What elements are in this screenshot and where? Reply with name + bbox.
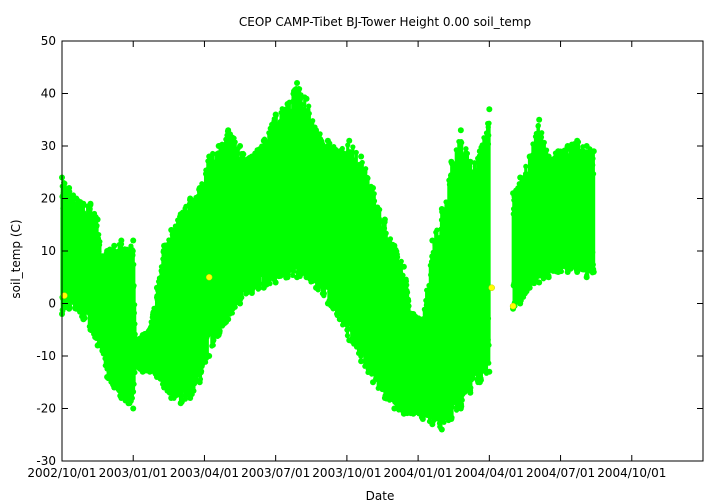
- data-point: [129, 395, 135, 401]
- chart-title: CEOP CAMP-Tibet BJ-Tower Height 0.00 soi…: [239, 15, 531, 29]
- data-point: [210, 342, 216, 348]
- data-point: [241, 151, 247, 157]
- data-point: [463, 146, 469, 152]
- data-point: [406, 303, 412, 309]
- data-point: [371, 198, 378, 204]
- data-point: [182, 396, 188, 402]
- data-point: [130, 248, 136, 254]
- data-point: [441, 419, 447, 425]
- data-point: [383, 230, 389, 236]
- data-point: [191, 388, 197, 394]
- data-point: [406, 298, 412, 304]
- data-point: [398, 258, 404, 264]
- data-point: [464, 150, 470, 157]
- data-point: [317, 131, 323, 137]
- data-point: [130, 389, 137, 395]
- data-point: [131, 283, 137, 289]
- data-point: [132, 331, 138, 337]
- data-point: [296, 86, 303, 92]
- data-point: [239, 294, 245, 301]
- data-point: [523, 163, 529, 170]
- data-point: [353, 149, 359, 156]
- data-point: [62, 180, 68, 186]
- data-point: [131, 381, 137, 387]
- data-point: [459, 397, 465, 403]
- data-point: [486, 120, 492, 126]
- data-point: [363, 166, 369, 172]
- data-point: [377, 207, 383, 213]
- data-point: [232, 139, 238, 145]
- data-point: [365, 175, 371, 181]
- data-point: [132, 321, 138, 327]
- data-point: [486, 360, 492, 366]
- data-point: [486, 342, 492, 348]
- data-point: [211, 337, 217, 343]
- data-point: [306, 103, 312, 109]
- data-point: [96, 231, 102, 238]
- data-point: [298, 101, 305, 107]
- data-point: [290, 272, 296, 279]
- data-point: [543, 147, 550, 153]
- data-point: [321, 290, 327, 297]
- data-point: [371, 191, 377, 197]
- data-point: [97, 238, 103, 245]
- data-point: [468, 385, 474, 391]
- data-point: [94, 222, 100, 229]
- data-point: [404, 282, 410, 288]
- data-point: [350, 144, 356, 150]
- data-point: [539, 130, 545, 136]
- data-point: [394, 254, 401, 260]
- data-point: [132, 369, 138, 376]
- data-point: [306, 110, 312, 117]
- data-point: [131, 261, 137, 268]
- data-point: [198, 368, 205, 374]
- data-point: [404, 289, 411, 295]
- data-point: [256, 285, 263, 291]
- data-point: [359, 159, 365, 166]
- data-point: [459, 140, 465, 146]
- data-point: [132, 302, 138, 308]
- data-point: [202, 359, 209, 365]
- data-point: [229, 310, 235, 316]
- data-point: [535, 122, 541, 129]
- data-point: [310, 118, 316, 124]
- data-point: [541, 139, 547, 146]
- data-point: [232, 304, 238, 310]
- data-point: [387, 236, 394, 242]
- data-layer: [59, 80, 597, 433]
- data-point: [267, 281, 273, 287]
